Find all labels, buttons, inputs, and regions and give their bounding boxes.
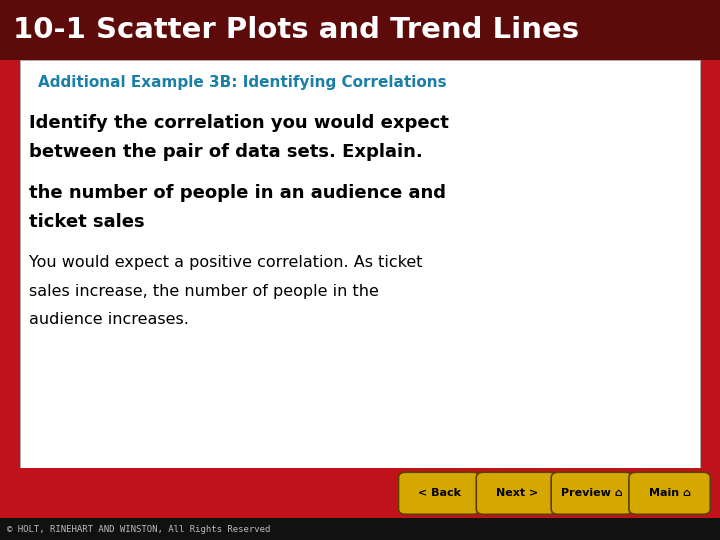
FancyBboxPatch shape <box>0 468 720 518</box>
FancyBboxPatch shape <box>477 472 557 514</box>
FancyBboxPatch shape <box>20 60 700 468</box>
Text: ticket sales: ticket sales <box>29 213 145 232</box>
Text: Preview ⌂: Preview ⌂ <box>561 488 623 498</box>
Text: audience increases.: audience increases. <box>29 312 189 327</box>
Text: 10-1 Scatter Plots and Trend Lines: 10-1 Scatter Plots and Trend Lines <box>13 16 579 44</box>
Text: You would expect a positive correlation. As ticket: You would expect a positive correlation.… <box>29 255 423 271</box>
Text: Main ⌂: Main ⌂ <box>649 488 690 498</box>
FancyBboxPatch shape <box>629 472 711 514</box>
FancyBboxPatch shape <box>0 0 720 60</box>
FancyBboxPatch shape <box>552 472 633 514</box>
Text: sales increase, the number of people in the: sales increase, the number of people in … <box>29 284 379 299</box>
Text: Next >: Next > <box>496 488 538 498</box>
Text: © HOLT, RINEHART AND WINSTON, All Rights Reserved: © HOLT, RINEHART AND WINSTON, All Rights… <box>7 525 271 534</box>
Text: between the pair of data sets. Explain.: between the pair of data sets. Explain. <box>29 143 423 161</box>
FancyBboxPatch shape <box>0 518 720 540</box>
FancyBboxPatch shape <box>399 472 480 514</box>
Text: the number of people in an audience and: the number of people in an audience and <box>29 184 446 202</box>
Text: Additional Example 3B: Identifying Correlations: Additional Example 3B: Identifying Corre… <box>38 75 447 90</box>
Text: < Back: < Back <box>418 488 461 498</box>
Text: Identify the correlation you would expect: Identify the correlation you would expec… <box>29 113 449 132</box>
